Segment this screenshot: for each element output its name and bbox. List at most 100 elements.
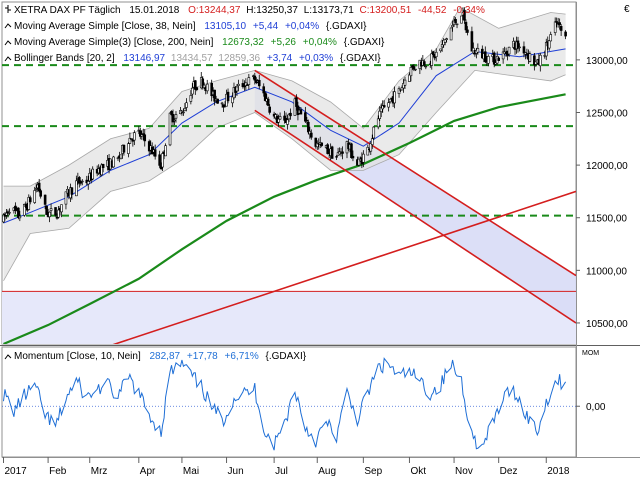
legend-bollinger-lower: 12859,36: [218, 53, 260, 64]
y-tick-label: 11500,00: [586, 214, 627, 225]
legend-main-low: L:13173,71: [304, 5, 354, 16]
candle: [539, 52, 542, 72]
legend-sma38-change-pct: +0,04%: [285, 21, 319, 32]
legend-item-sma200: Moving Average Simple(3) [Close, 200, Ne…: [4, 37, 385, 48]
x-tick-label: Aug: [318, 466, 336, 477]
candle: [140, 130, 144, 140]
candle: [201, 76, 205, 90]
legend-main-high: H:13250,37: [246, 5, 298, 16]
support-zone-fill: [2, 291, 576, 344]
candle: [237, 79, 240, 92]
candle: [409, 66, 413, 82]
momentum-legend: Momentum [Close, 10, Nein] 282,87 +17,78…: [4, 351, 307, 362]
candle: [57, 205, 60, 219]
x-tick-label: 2017: [4, 466, 27, 477]
momentum-y-tick-label: 0,00: [586, 402, 606, 413]
x-tick-label: Okt: [410, 466, 426, 477]
legend-momentum-change-pct: +6,71%: [225, 351, 259, 362]
candle: [100, 163, 103, 177]
candle: [443, 39, 447, 46]
candle: [544, 38, 548, 61]
candle: [388, 98, 392, 104]
candle: [451, 20, 454, 32]
legend-bollinger-name: Bollinger Bands [20, 2]: [14, 53, 115, 64]
candle: [133, 130, 136, 146]
legend-momentum-value: 282,87: [150, 351, 181, 362]
candle: [128, 132, 132, 144]
candle: [231, 92, 234, 108]
candle: [558, 18, 561, 30]
candle: [266, 96, 270, 107]
candle: [431, 50, 435, 57]
legend-sma200-value: 12673,32: [222, 37, 264, 48]
bollinger-band-fill: [3, 7, 566, 281]
candle: [91, 166, 95, 181]
candle: [470, 26, 474, 52]
x-tick-label: Mrz: [91, 466, 108, 477]
momentum-line: [2, 357, 567, 451]
x-tick-label: Jul: [275, 466, 288, 477]
legend-sma200-name: Moving Average Simple(3) [Close, 200, Ne…: [14, 37, 214, 48]
x-tick-label: 2018: [547, 466, 570, 477]
candle: [553, 17, 557, 36]
legend-sma38-change: +5,44: [253, 21, 279, 32]
legend-main-date: 15.01.2018: [129, 5, 179, 16]
candle: [547, 40, 551, 51]
legend-sma200-change-pct: +0,04%: [303, 37, 337, 48]
legend-main-change: -44,52: [418, 5, 447, 16]
sma200-line: [3, 93, 566, 344]
candle: [454, 17, 457, 24]
candle: [79, 180, 83, 186]
bollinger-lower-line: [3, 69, 566, 282]
axis-layer: 13000,00 12500,00 12000,00 11500,00 11000,00…: [2, 56, 628, 477]
candle: [116, 156, 120, 161]
candle: [5, 209, 8, 219]
svg-text:XETRA DAX PF Täglich 1: XETRA DAX PF Täglich 15.01.2018 O:13244,…: [14, 5, 485, 16]
candle: [326, 143, 329, 155]
candle: [81, 179, 84, 186]
candle: [476, 43, 480, 55]
legend-bollinger-change-pct: +0,03%: [299, 53, 333, 64]
legend-sma38-symbol: {.GDAXI}: [326, 21, 367, 32]
svg-text:Bollinger Bands [20, 2]: Bollinger Bands [20, 2] 13146,97 13434,5…: [14, 53, 381, 64]
candle: [170, 110, 173, 116]
candle: [369, 141, 373, 155]
candle: [501, 48, 505, 64]
candle: [17, 207, 20, 220]
candle: [70, 187, 74, 200]
price-legend: XETRA DAX PF Täglich 15.01.2018 O:13244,…: [4, 5, 485, 64]
x-tick-label: Mai: [183, 466, 199, 477]
legend-bollinger-value: 13146,97: [123, 53, 165, 64]
candle: [315, 140, 319, 150]
candle: [335, 154, 338, 160]
candle: [210, 79, 213, 102]
candle: [263, 91, 267, 102]
candle: [524, 51, 527, 60]
candle: [48, 211, 51, 223]
legend-main-change-pct: -0,34%: [453, 5, 485, 16]
candle: [387, 98, 390, 112]
sma38-line: [3, 48, 566, 224]
legend-sma200-symbol: {.GDAXI}: [344, 37, 385, 48]
candle: [226, 88, 230, 104]
candle: [180, 109, 184, 116]
candle: [28, 195, 32, 205]
candle: [253, 72, 257, 85]
candle: [424, 65, 428, 70]
candle: [34, 183, 38, 193]
candle: [366, 144, 370, 156]
candle: [268, 104, 271, 115]
candle: [414, 68, 417, 72]
momentum-layer: [2, 357, 576, 451]
candle: [54, 207, 57, 217]
candle: [195, 87, 199, 92]
candle: [314, 137, 318, 149]
candle: [247, 73, 251, 90]
legend-item-bollinger: Bollinger Bands [20, 2] 13146,97 13434,5…: [4, 53, 381, 64]
candle: [182, 108, 185, 116]
candle: [460, 15, 463, 24]
y-tick-label: 11000,00: [586, 266, 627, 277]
legend-item-sma38: Moving Average Simple [Close, 38, Nein] …: [4, 21, 367, 32]
legend-bollinger-upper: 13434,57: [171, 53, 213, 64]
candle: [463, 7, 466, 24]
